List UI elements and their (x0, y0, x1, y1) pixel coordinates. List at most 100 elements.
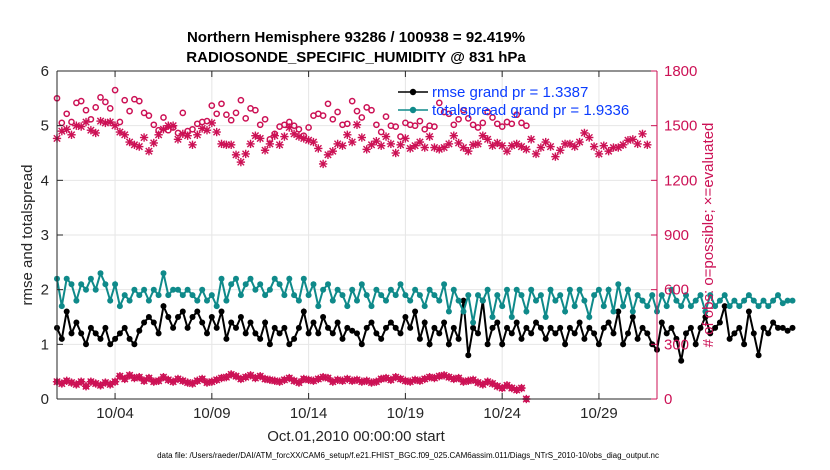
data-point (712, 324, 719, 331)
data-point (358, 281, 365, 288)
data-point (179, 109, 187, 117)
data-point (189, 125, 196, 133)
data-point (121, 324, 128, 331)
data-point (262, 292, 269, 299)
data-point (523, 308, 530, 315)
data-point (499, 341, 506, 348)
data-point (81, 382, 91, 391)
data-point (252, 330, 259, 337)
data-point (150, 121, 158, 129)
data-point (604, 147, 613, 156)
data-point (368, 303, 375, 310)
data-point (208, 314, 215, 320)
data-point (344, 324, 351, 331)
data-point (687, 303, 694, 310)
marker-stroke (155, 377, 162, 384)
data-point (541, 137, 550, 147)
data-point (144, 373, 154, 383)
data-point (139, 133, 149, 142)
x-tick-label: 10/14 (290, 405, 328, 422)
data-point (383, 324, 389, 331)
y-tick-label-right: 1200 (664, 172, 697, 189)
data-point (444, 139, 454, 149)
data-point (576, 286, 583, 293)
data-point (73, 319, 80, 326)
data-point (319, 112, 327, 119)
data-point (67, 130, 76, 139)
data-point (368, 319, 375, 326)
data-point (154, 376, 163, 385)
data-point (750, 330, 757, 337)
data-point (401, 134, 410, 143)
y-tick-label: 6 (41, 63, 49, 80)
data-point (533, 297, 539, 304)
data-point (426, 341, 433, 348)
data-point (707, 292, 714, 299)
data-point (256, 121, 264, 129)
y-axis-label: rmse and totalspread (19, 165, 36, 306)
data-point (77, 97, 85, 105)
data-point (136, 292, 143, 299)
data-point (63, 308, 70, 315)
data-point (102, 324, 109, 331)
data-point (208, 292, 215, 299)
data-point (140, 109, 148, 117)
data-point (673, 297, 680, 304)
data-point (207, 118, 216, 128)
marker-stroke (77, 378, 85, 385)
data-point (241, 149, 250, 159)
data-point (566, 286, 573, 293)
data-point (465, 292, 472, 299)
data-point (266, 286, 273, 293)
data-point (179, 308, 186, 315)
data-point (673, 335, 680, 342)
data-point (315, 330, 322, 337)
data-point (546, 142, 555, 151)
data-point (402, 292, 409, 299)
data-point (513, 286, 520, 293)
data-point (246, 371, 255, 380)
data-point (228, 281, 235, 288)
data-point (189, 314, 196, 320)
data-point (257, 281, 264, 288)
y-tick-label-right: 0 (664, 391, 672, 408)
data-point (382, 113, 390, 120)
data-point (391, 148, 400, 158)
data-point (107, 297, 114, 304)
data-point (412, 308, 419, 315)
y-tick-label-right: 1500 (664, 118, 697, 135)
marker-stroke (324, 374, 332, 382)
data-point (228, 319, 235, 326)
y-tick-label-right: 1800 (664, 63, 697, 80)
data-point (663, 303, 670, 310)
data-point (668, 324, 675, 331)
data-point (232, 109, 240, 117)
data-point (663, 330, 670, 337)
data-point (416, 117, 424, 125)
data-point (431, 123, 438, 130)
data-point (760, 324, 767, 331)
legend: rmse grand pr = 1.3387 totalspread grand… (398, 84, 629, 119)
data-point (585, 133, 594, 142)
data-point (668, 286, 675, 293)
data-point (145, 297, 152, 304)
data-point (275, 140, 284, 149)
data-point (252, 106, 259, 114)
data-point (231, 150, 241, 159)
data-point (542, 335, 549, 342)
data-point (212, 127, 221, 137)
data-point (165, 314, 172, 320)
data-point (58, 335, 65, 342)
data-point (595, 286, 602, 293)
data-point (63, 110, 71, 118)
data-point (116, 303, 123, 310)
data-point (194, 308, 201, 315)
data-point (334, 286, 341, 293)
data-point (633, 139, 642, 149)
data-point (600, 303, 607, 310)
data-point (658, 319, 665, 326)
data-point (242, 115, 250, 122)
data-point (498, 123, 506, 130)
data-point (484, 108, 491, 116)
data-point (227, 116, 235, 124)
